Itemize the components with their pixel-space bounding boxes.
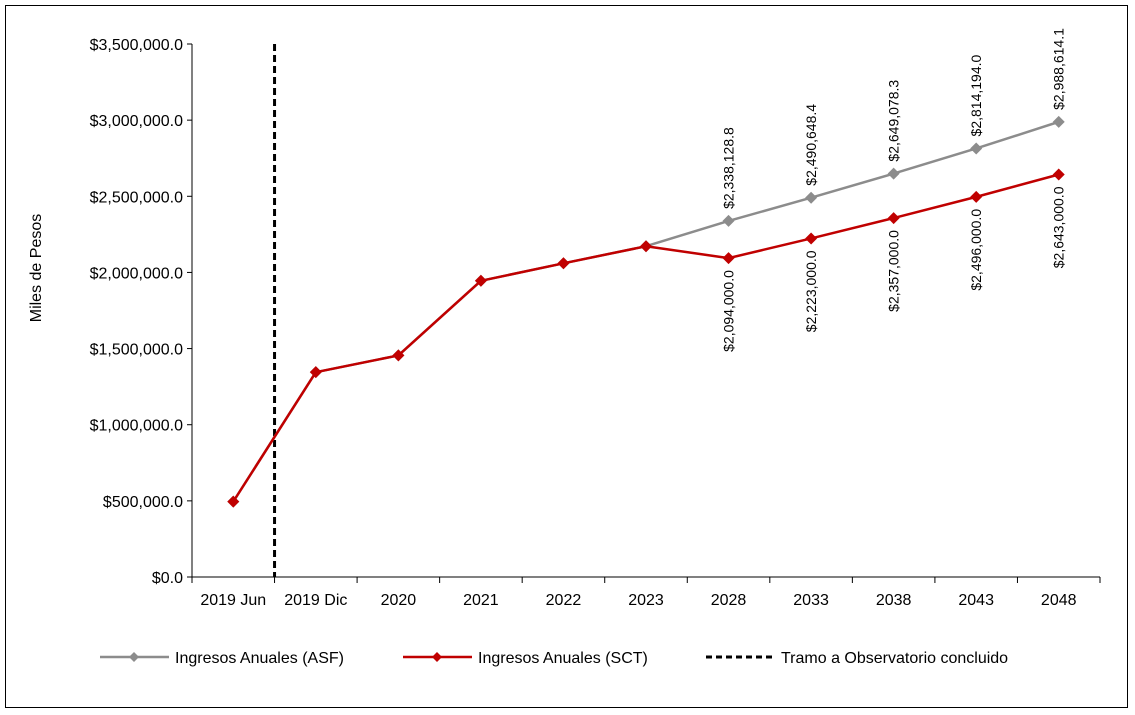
- legend-marker: [432, 652, 442, 662]
- data-label-asf: $2,814,194.0: [968, 54, 984, 136]
- data-label-sct: $2,223,000.0: [803, 250, 819, 332]
- data-point-marker: [887, 167, 900, 180]
- data-point-marker: [805, 232, 818, 245]
- chart-frame: [5, 5, 1128, 708]
- data-label-asf: $2,338,128.8: [721, 127, 737, 209]
- x-tick-label: 2023: [628, 592, 664, 609]
- x-tick-label: 2033: [793, 592, 829, 609]
- data-point-marker: [970, 142, 983, 155]
- legend-label-1: Ingresos Anuales (SCT): [478, 650, 648, 667]
- legend-label-2: Tramo a Observatorio concluido: [781, 650, 1008, 667]
- data-label-asf: $2,649,078.3: [886, 80, 902, 162]
- x-tick-label: 2019 Jun: [200, 592, 266, 609]
- data-point-marker: [474, 274, 487, 287]
- y-tick-label: $0.0: [152, 570, 183, 587]
- data-label-sct: $2,357,000.0: [886, 230, 902, 312]
- legend-label-0: Ingresos Anuales (ASF): [175, 650, 344, 667]
- data-point-marker: [557, 257, 570, 270]
- data-point-marker: [722, 214, 735, 227]
- series-line-0: [232, 120, 1060, 503]
- series-line-1: [232, 173, 1060, 503]
- data-point-marker: [722, 252, 735, 265]
- data-point-marker: [227, 495, 240, 508]
- x-tick-label: 2020: [381, 592, 417, 609]
- data-point-marker: [309, 366, 322, 379]
- legend: Ingresos Anuales (ASF) Ingresos Anuales (…: [100, 650, 1008, 667]
- y-tick-label: $1,000,000.0: [90, 418, 184, 435]
- data-point-marker: [1052, 115, 1065, 128]
- y-tick-label: $500,000.0: [103, 494, 183, 511]
- data-point-marker: [640, 240, 652, 253]
- data-point-marker: [887, 212, 900, 225]
- y-tick-label: $1,500,000.0: [90, 342, 184, 359]
- data-label-sct: $2,094,000.0: [721, 270, 737, 352]
- data-label-asf: $2,988,614.1: [1051, 28, 1067, 110]
- y-tick-label: $3,500,000.0: [90, 37, 184, 54]
- data-label-sct: $2,643,000.0: [1051, 186, 1067, 268]
- x-tick-label: 2021: [463, 592, 499, 609]
- data-point-marker: [970, 190, 983, 203]
- x-tick-label: 2043: [958, 592, 994, 609]
- y-tick-label: $2,500,000.0: [90, 189, 184, 206]
- x-tick-label: 2038: [876, 592, 912, 609]
- x-tick-label: 2019 Dic: [284, 592, 347, 609]
- data-point-marker: [805, 191, 818, 204]
- y-tick-label: $3,000,000.0: [90, 113, 184, 130]
- x-tick-label: 2048: [1041, 592, 1077, 609]
- y-tick-label: $2,000,000.0: [90, 265, 184, 282]
- data-point-marker: [392, 349, 405, 362]
- x-tick-label: 2028: [711, 592, 747, 609]
- x-tick-label: 2022: [546, 592, 582, 609]
- legend-marker: [129, 652, 139, 662]
- data-label-sct: $2,496,000.0: [968, 209, 984, 291]
- data-point-marker: [1052, 168, 1065, 181]
- data-label-asf: $2,490,648.4: [803, 104, 819, 186]
- y-axis-title: Miles de Pesos: [28, 214, 45, 323]
